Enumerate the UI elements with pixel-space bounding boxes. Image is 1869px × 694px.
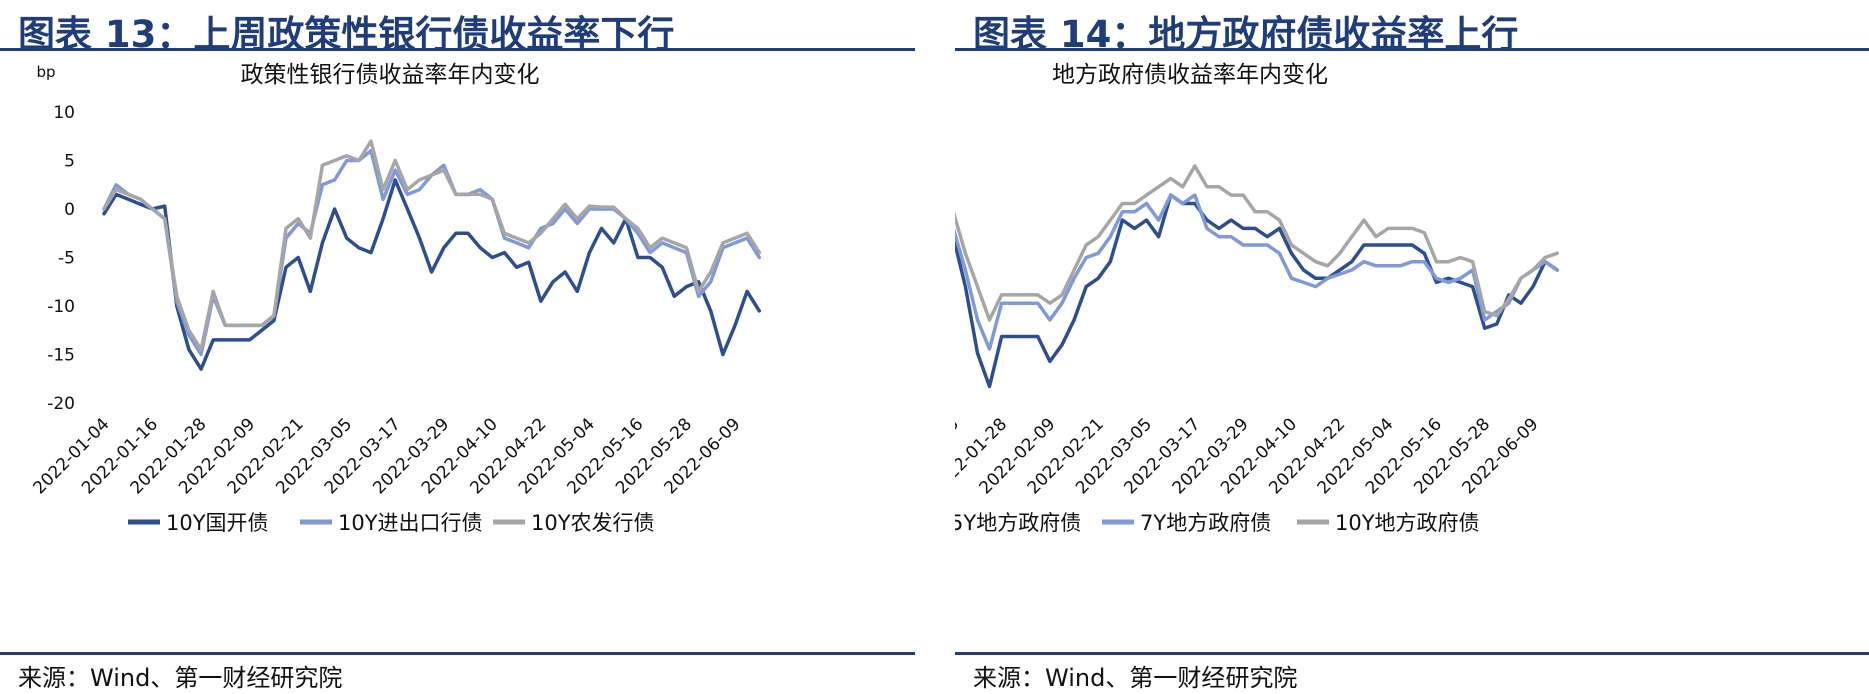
y-tick-label: -5	[58, 249, 75, 269]
legend-label: 10Y国开债	[166, 511, 269, 535]
y-tick-label: 5	[64, 152, 75, 172]
y-tick-label: -10	[47, 297, 75, 317]
series-line-3	[102, 139, 762, 352]
series-line-1	[102, 178, 762, 371]
yield-line-chart: 地方政府债收益率年内变化bp50-5-10-15-20-25-302022-01…	[955, 62, 1559, 535]
series-line-3	[955, 164, 1559, 322]
source-divider	[955, 652, 1869, 655]
series-line-1	[955, 193, 1559, 389]
title-divider	[0, 48, 915, 51]
figure-13-panel: 图表 13：上周政策性银行债收益率下行 政策性银行债收益率年内变化 bp 10 5 0-…	[0, 0, 915, 694]
source-divider	[0, 652, 915, 655]
series-line-2	[102, 149, 762, 357]
legend-label: 10Y农发行债	[531, 511, 655, 535]
legend-label: 10Y进出口行债	[338, 511, 483, 535]
chart-title: 地方政府债收益率年内变化	[1052, 62, 1328, 88]
source-note: 来源：Wind、第一财经研究院	[18, 664, 343, 692]
y-tick-label: -20	[47, 394, 75, 414]
figure-14-panel: 图表 14：地方政府债收益率上行 地方政府债收益率年内变化bp50-5-10-1…	[955, 0, 1869, 694]
y-tick-label: 0	[64, 200, 75, 220]
title-divider	[955, 48, 1869, 51]
chart-title: 政策性银行债收益率年内变化	[241, 62, 540, 88]
y-tick-label: 10	[53, 103, 75, 123]
y-tick-label: -15	[47, 346, 75, 366]
source-note: 来源：Wind、第一财经研究院	[973, 664, 1298, 692]
legend-label: 10Y地方政府债	[1335, 511, 1480, 535]
legend-label: 5Y地方政府债	[955, 511, 1081, 535]
series-line-2	[955, 193, 1559, 351]
legend-label: 7Y地方政府债	[1140, 511, 1271, 535]
yield-line-chart: 政策性银行债收益率年内变化bp1050-5-10-15-202022-01-04…	[30, 62, 762, 535]
y-axis-unit-label: bp	[36, 63, 55, 81]
